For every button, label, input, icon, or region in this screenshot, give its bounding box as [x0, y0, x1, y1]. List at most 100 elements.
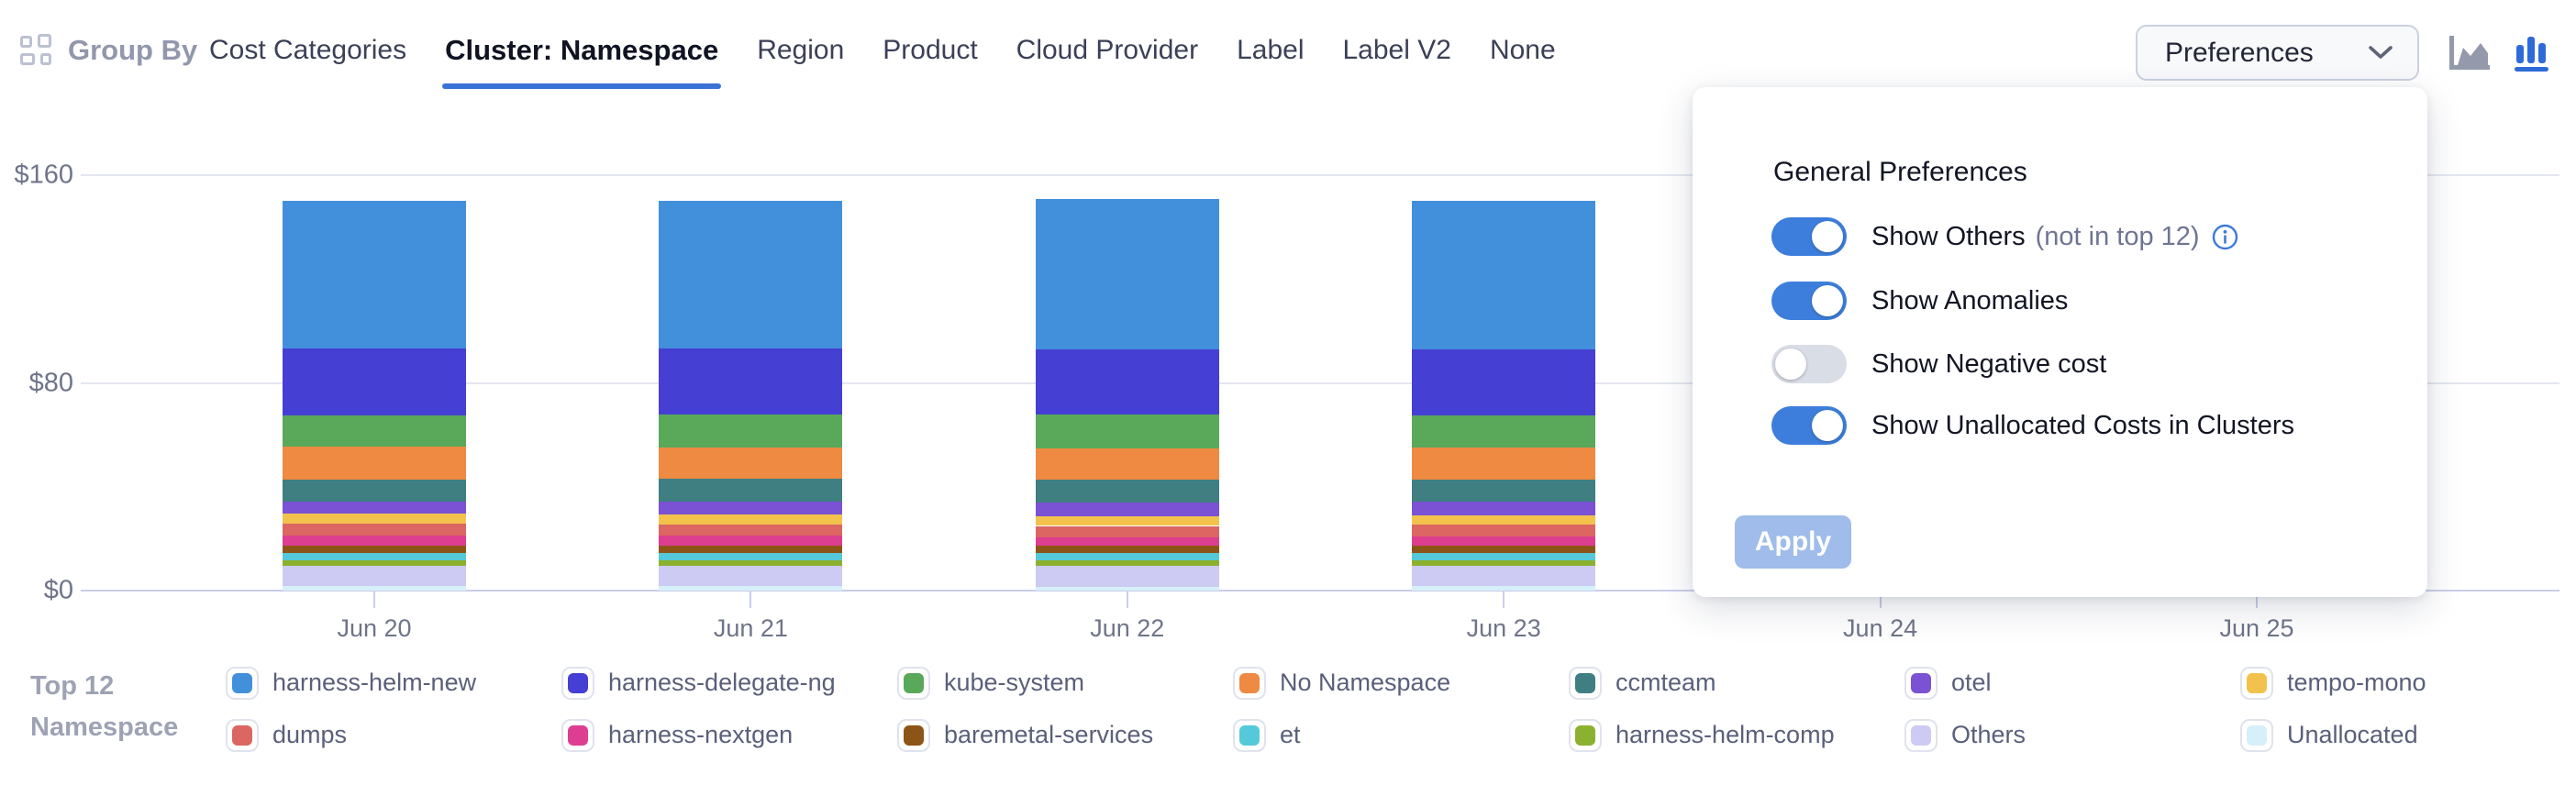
bar-segment-jun-23-dumps[interactable]: [1412, 525, 1596, 536]
bar-segment-jun-20-harness-helm-new[interactable]: [283, 201, 466, 348]
bar-segment-jun-20-et[interactable]: [283, 552, 466, 560]
tab-cost-categories[interactable]: Cost Categories: [209, 35, 407, 65]
bar-segment-jun-20-harness-nextgen[interactable]: [283, 535, 466, 547]
bar-segment-jun-21-harness-delegate-ng[interactable]: [659, 348, 843, 415]
apply-button[interactable]: Apply: [1735, 515, 1851, 569]
preferences-button[interactable]: Preferences: [2136, 25, 2419, 81]
bar-segment-jun-22-dumps[interactable]: [1035, 525, 1219, 538]
legend-label: baremetal-services: [944, 721, 1154, 748]
bar-segment-jun-22-no-namespace[interactable]: [1035, 448, 1219, 480]
show-anomalies-toggle[interactable]: [1771, 282, 1847, 320]
bar-segment-jun-20-harness-helm-comp[interactable]: [283, 559, 466, 566]
bar-segment-jun-21-baremetal-services[interactable]: [659, 546, 843, 553]
bar-segment-jun-20-otel[interactable]: [283, 502, 466, 514]
bar-segment-jun-20-tempo-mono[interactable]: [283, 514, 466, 525]
bar-segment-jun-20-ccmteam[interactable]: [283, 479, 466, 503]
bar-segment-jun-23-harness-nextgen[interactable]: [1412, 536, 1596, 546]
x-axis-label-jun-23: Jun 23: [1466, 614, 1541, 642]
bar-segment-jun-22-harness-delegate-ng[interactable]: [1035, 348, 1219, 415]
bar-segment-jun-23-kube-system[interactable]: [1412, 415, 1596, 448]
tab-none[interactable]: None: [1489, 35, 1556, 65]
bar-segment-jun-22-baremetal-services[interactable]: [1035, 545, 1219, 553]
bar-segment-jun-22-others[interactable]: [1035, 566, 1219, 588]
bar-segment-jun-22-harness-nextgen[interactable]: [1035, 537, 1219, 546]
bar-segment-jun-21-dumps[interactable]: [659, 524, 843, 536]
legend-item-harness-helm-comp[interactable]: harness-helm-comp: [1569, 718, 1904, 752]
show-negative-cost-toggle[interactable]: [1771, 345, 1847, 383]
bar-segment-jun-22-ccmteam[interactable]: [1035, 479, 1219, 503]
legend-item-harness-delegate-ng[interactable]: harness-delegate-ng: [561, 666, 897, 700]
bar-segment-jun-20-harness-delegate-ng[interactable]: [283, 348, 466, 415]
bar-segment-jun-23-harness-helm-new[interactable]: [1412, 200, 1596, 349]
bar-segment-jun-22-harness-helm-comp[interactable]: [1035, 560, 1219, 567]
legend-item-no-namespace[interactable]: No Namespace: [1233, 666, 1569, 700]
legend-label: harness-helm-new: [272, 669, 477, 696]
info-icon[interactable]: [2211, 223, 2239, 251]
show-others-toggle[interactable]: [1771, 217, 1847, 256]
bar-segment-jun-23-otel[interactable]: [1412, 502, 1596, 515]
bar-chart-icon[interactable]: [2513, 33, 2551, 72]
bar-segment-jun-21-others[interactable]: [659, 565, 843, 587]
bar-segment-jun-20-baremetal-services[interactable]: [283, 546, 466, 553]
bar-segment-jun-20-no-namespace[interactable]: [283, 447, 466, 480]
tab-label[interactable]: Label: [1237, 35, 1305, 65]
bar-segment-jun-21-et[interactable]: [659, 552, 843, 560]
tab-label-v2[interactable]: Label V2: [1342, 35, 1451, 65]
bar-segment-jun-23-no-namespace[interactable]: [1412, 448, 1596, 480]
bar-segment-jun-21-harness-helm-new[interactable]: [659, 200, 843, 349]
bar-segment-jun-20-kube-system[interactable]: [283, 415, 466, 448]
tab-region[interactable]: Region: [757, 35, 845, 65]
bar-segment-jun-21-otel[interactable]: [659, 502, 843, 515]
legend-item-unallocated[interactable]: Unallocated: [2240, 718, 2576, 752]
legend-item-harness-helm-new[interactable]: harness-helm-new: [226, 666, 561, 700]
bar-segment-jun-21-tempo-mono[interactable]: [659, 514, 843, 525]
tab-cloud-provider[interactable]: Cloud Provider: [1016, 35, 1199, 65]
bar-segment-jun-23-ccmteam[interactable]: [1412, 479, 1596, 503]
bar-segment-jun-23-others[interactable]: [1412, 565, 1596, 587]
bar-segment-jun-20-dumps[interactable]: [283, 524, 466, 536]
x-axis-label-jun-21: Jun 21: [713, 614, 788, 642]
y-axis-label-80: $80: [28, 368, 73, 397]
bar-segment-jun-21-harness-helm-comp[interactable]: [659, 559, 843, 566]
x-axis-tick-jun-22: [1126, 591, 1128, 608]
tab-product[interactable]: Product: [883, 35, 978, 65]
bar-segment-jun-21-no-namespace[interactable]: [659, 447, 843, 480]
bar-segment-jun-21-unallocated[interactable]: [659, 586, 843, 591]
x-axis-tick-jun-24: [1879, 591, 1882, 608]
bar-segment-jun-23-baremetal-services[interactable]: [1412, 546, 1596, 553]
gridline-0: [81, 590, 2559, 592]
bar-segment-jun-22-otel[interactable]: [1035, 502, 1219, 516]
legend-item-kube-system[interactable]: kube-system: [897, 666, 1233, 700]
bar-segment-jun-20-unallocated[interactable]: [283, 586, 466, 591]
area-chart-icon[interactable]: [2448, 35, 2491, 72]
legend-item-et[interactable]: et: [1233, 718, 1569, 752]
legend-item-tempo-mono[interactable]: tempo-mono: [2240, 666, 2576, 700]
legend-item-ccmteam[interactable]: ccmteam: [1569, 666, 1904, 700]
bar-segment-jun-22-harness-helm-new[interactable]: [1035, 199, 1219, 349]
bar-segment-jun-22-et[interactable]: [1035, 552, 1219, 561]
bar-segment-jun-23-unallocated[interactable]: [1412, 586, 1596, 591]
bar-segment-jun-20-others[interactable]: [283, 565, 466, 587]
show-unallocated-costs-toggle[interactable]: [1771, 406, 1847, 445]
legend-item-harness-nextgen[interactable]: harness-nextgen: [561, 718, 897, 752]
bar-segment-jun-23-harness-delegate-ng[interactable]: [1412, 348, 1596, 415]
legend-swatch: [1233, 718, 1266, 752]
bar-segment-jun-23-tempo-mono[interactable]: [1412, 514, 1596, 525]
bar-segment-jun-23-harness-helm-comp[interactable]: [1412, 559, 1596, 566]
legend-item-otel[interactable]: otel: [1904, 666, 2240, 700]
bar-segment-jun-21-ccmteam[interactable]: [659, 479, 843, 503]
tab-cluster-namespace[interactable]: Cluster: Namespace: [442, 34, 722, 89]
bar-segment-jun-22-kube-system[interactable]: [1035, 415, 1219, 448]
legend-item-dumps[interactable]: dumps: [226, 718, 561, 752]
legend-item-others[interactable]: Others: [1904, 718, 2240, 752]
bar-chart-active-underline: [2515, 67, 2548, 72]
bar-segment-jun-21-harness-nextgen[interactable]: [659, 536, 843, 546]
x-axis-label-jun-25: Jun 25: [2219, 614, 2294, 642]
toggle-knob: [1775, 348, 1806, 380]
bar-segment-jun-22-tempo-mono[interactable]: [1035, 515, 1219, 526]
legend-item-baremetal-services[interactable]: baremetal-services: [897, 718, 1233, 752]
gridline-160: [81, 174, 2559, 176]
bar-segment-jun-22-unallocated[interactable]: [1035, 587, 1219, 591]
bar-segment-jun-23-et[interactable]: [1412, 552, 1596, 560]
bar-segment-jun-21-kube-system[interactable]: [659, 415, 843, 448]
